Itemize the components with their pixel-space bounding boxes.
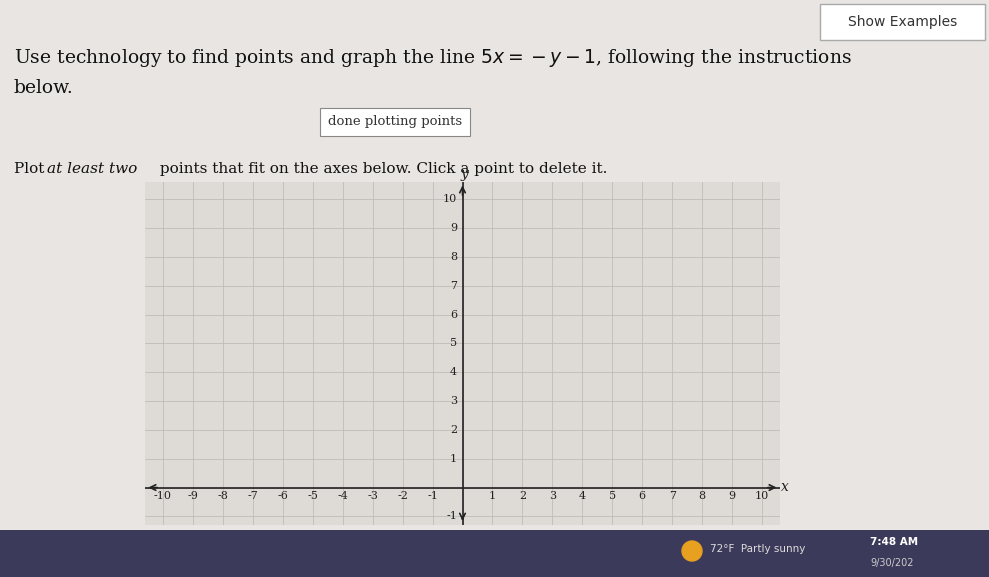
Text: 4: 4 — [450, 367, 457, 377]
Text: -7: -7 — [247, 491, 258, 501]
Text: at least two: at least two — [47, 162, 137, 176]
Text: 9: 9 — [450, 223, 457, 233]
Text: 10: 10 — [755, 491, 769, 501]
Text: -10: -10 — [154, 491, 172, 501]
Text: -3: -3 — [367, 491, 378, 501]
Text: 3: 3 — [450, 396, 457, 406]
Circle shape — [682, 541, 702, 561]
Text: 10: 10 — [443, 194, 457, 204]
Text: 6: 6 — [639, 491, 646, 501]
Text: -9: -9 — [188, 491, 199, 501]
Text: below.: below. — [14, 79, 74, 97]
Text: 8: 8 — [698, 491, 706, 501]
Text: 9/30/202: 9/30/202 — [870, 558, 914, 568]
Text: -5: -5 — [308, 491, 318, 501]
Text: 1: 1 — [489, 491, 496, 501]
Text: 3: 3 — [549, 491, 556, 501]
Text: -2: -2 — [398, 491, 408, 501]
Text: 72°F  Partly sunny: 72°F Partly sunny — [710, 544, 805, 554]
Text: -1: -1 — [446, 511, 457, 522]
Text: 6: 6 — [450, 310, 457, 320]
Text: -1: -1 — [427, 491, 438, 501]
Text: y: y — [460, 167, 468, 181]
Text: Use technology to find points and graph the line $5x = -y - 1$, following the in: Use technology to find points and graph … — [14, 47, 852, 69]
Text: 2: 2 — [519, 491, 526, 501]
Text: 2: 2 — [450, 425, 457, 435]
Text: 5: 5 — [450, 339, 457, 349]
Text: 4: 4 — [579, 491, 585, 501]
Text: -8: -8 — [218, 491, 228, 501]
FancyBboxPatch shape — [320, 108, 470, 136]
Text: x: x — [780, 480, 788, 494]
Text: Show Examples: Show Examples — [848, 15, 957, 29]
Text: 5: 5 — [608, 491, 616, 501]
Text: -4: -4 — [337, 491, 348, 501]
Text: 9: 9 — [729, 491, 736, 501]
Text: points that fit on the axes below. Click a point to delete it.: points that fit on the axes below. Click… — [155, 162, 607, 176]
Text: 7: 7 — [669, 491, 675, 501]
Text: 1: 1 — [450, 454, 457, 464]
FancyBboxPatch shape — [820, 4, 985, 40]
Bar — [0, 530, 989, 577]
Text: 7: 7 — [450, 281, 457, 291]
Text: done plotting points: done plotting points — [328, 115, 462, 129]
Text: 7:48 AM: 7:48 AM — [870, 537, 918, 547]
Text: -6: -6 — [277, 491, 288, 501]
Text: Plot: Plot — [14, 162, 49, 176]
Text: 8: 8 — [450, 252, 457, 262]
